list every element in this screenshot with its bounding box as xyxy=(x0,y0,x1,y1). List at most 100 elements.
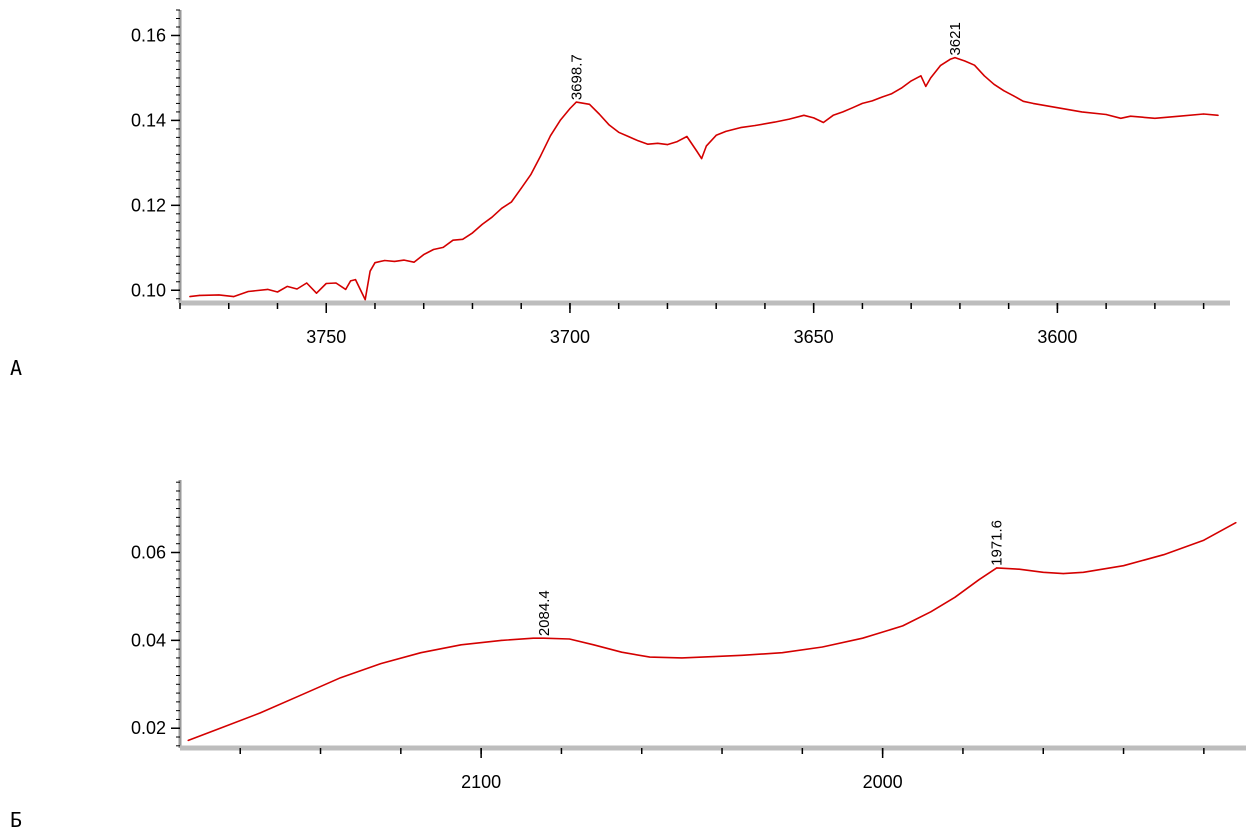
chart-a-data-point xyxy=(306,282,308,284)
chart-a-data-point xyxy=(657,142,659,144)
chart-a-data-point xyxy=(452,239,454,241)
chart-a-data-point xyxy=(842,111,844,113)
chart-a-data-point xyxy=(676,141,678,143)
chart-a-data-point xyxy=(891,93,893,95)
chart-a-data-point xyxy=(218,294,220,296)
chart-a-data-point xyxy=(1154,117,1156,119)
chart-a-data-point xyxy=(588,103,591,105)
chart-a-data-point xyxy=(442,246,444,248)
chart-a-data-point xyxy=(900,87,903,89)
chart-a-data-point xyxy=(1217,114,1219,116)
chart-a-data-point xyxy=(276,291,279,293)
chart-a-data-point xyxy=(549,135,552,137)
chart-a-data-point xyxy=(832,114,834,116)
chart-a-x-tick-label: 3600 xyxy=(1037,327,1077,347)
chart-a-data-point xyxy=(432,248,435,251)
chart-a-data-point xyxy=(354,279,357,281)
chart-a-x-tick-label: 3650 xyxy=(794,327,834,347)
chart-a-data-point xyxy=(198,294,201,296)
chart-a-peak-label: 3621 xyxy=(947,22,964,55)
chart-a-data-point xyxy=(462,238,464,240)
chart-a-data-point xyxy=(627,135,630,138)
chart-a-data-point xyxy=(501,207,503,209)
chart-a-data-point xyxy=(1056,107,1058,109)
chart-a-data-point xyxy=(491,216,493,218)
chart-a-data-point xyxy=(910,80,912,82)
chart-a-data-point xyxy=(920,75,922,77)
chart-a-data-point xyxy=(350,280,352,282)
chart-a-data-point xyxy=(569,107,571,110)
chart-a-data-point xyxy=(705,145,708,147)
chart-a-x-tick-label: 3750 xyxy=(306,327,346,347)
chart-a-data-point xyxy=(233,296,235,298)
chart-a-data-point xyxy=(715,134,717,136)
chart-a-data-point xyxy=(686,135,688,138)
chart-a-data-point xyxy=(575,101,577,103)
chart-a-data-point xyxy=(510,201,513,203)
chart-a-data-point xyxy=(384,259,386,262)
chart-a-data-point xyxy=(520,187,522,189)
chart-a-data-point xyxy=(774,121,776,123)
chart-a-data-point xyxy=(481,223,483,226)
chart-a-data-point xyxy=(1022,100,1024,102)
chart-a-data-point xyxy=(559,119,561,122)
chart-a-data-point xyxy=(822,121,825,124)
chart-a-data-point xyxy=(939,65,942,67)
chart-a-data-point xyxy=(471,232,474,234)
chart-a-data-point xyxy=(1081,111,1083,113)
chart-a-data-point xyxy=(788,118,790,120)
chart-a-data-point xyxy=(813,117,815,119)
chart-a-data-point xyxy=(364,299,366,301)
panel-label-b: Б xyxy=(10,808,23,832)
chart-a-data-point xyxy=(345,288,347,291)
chart-a-data-point xyxy=(393,260,396,262)
chart-a-data-point xyxy=(647,143,649,145)
chart-a-data-point xyxy=(598,113,600,115)
chart-a-data-point xyxy=(803,114,805,116)
chart-a-data-point xyxy=(189,296,191,298)
chart-a-data-point xyxy=(247,290,249,293)
chart-a-data-point xyxy=(374,262,376,264)
chart-a-data-point xyxy=(1032,102,1034,105)
chart-a-data-point xyxy=(369,270,371,272)
chart-a-data-point xyxy=(949,58,951,60)
chart-a-y-tick-label: 0.14 xyxy=(131,110,166,130)
chart-a-data-point xyxy=(315,292,318,294)
chart-a-y-tick-label: 0.10 xyxy=(131,280,166,300)
chart-a-data-point xyxy=(861,102,864,105)
chart-a-data-point xyxy=(540,155,542,157)
chart-a-data-point xyxy=(871,100,873,102)
chart-a-data-point xyxy=(608,124,610,126)
chart-a-data-point xyxy=(530,173,532,175)
chart-a-data-point xyxy=(1203,113,1205,115)
chart-a-data-point xyxy=(930,77,932,79)
chart-a-data-point xyxy=(1105,113,1107,116)
chart-a-y-tick-label: 0.12 xyxy=(131,195,166,215)
chart-a-data-point xyxy=(296,288,298,290)
chart-a-data-point xyxy=(754,124,756,127)
chart-a-data-point xyxy=(852,107,854,109)
chart-a-series-line xyxy=(189,56,1219,301)
chart-a-data-point xyxy=(267,288,269,291)
chart-a-data-point xyxy=(325,282,327,285)
chart-a-data-point xyxy=(964,60,966,62)
chart-a-data-point xyxy=(1129,115,1132,117)
chart-a-peak-label: 3698.7 xyxy=(568,54,585,100)
chart-a-data-point xyxy=(335,282,337,284)
chart-a-data-point xyxy=(983,75,985,77)
chart-a-x-tick-label: 3700 xyxy=(550,327,590,347)
chart-a-data-point xyxy=(286,285,288,288)
chart-a-data-point xyxy=(700,158,703,160)
chart-a-data-point xyxy=(1012,95,1015,97)
chart-a-data-point xyxy=(925,85,927,88)
panel-label-a: А xyxy=(10,356,23,380)
chart-a-data-point xyxy=(1120,117,1122,119)
chart-a-data-point xyxy=(739,127,742,129)
chart-a-data-point xyxy=(725,130,727,133)
chart-a-y-tick-label: 0.16 xyxy=(131,25,166,45)
chart-a-data-point xyxy=(618,131,620,133)
chart-a-data-point xyxy=(954,56,956,59)
chart-a-data-point xyxy=(637,140,639,142)
chart-a-data-point xyxy=(881,96,883,98)
